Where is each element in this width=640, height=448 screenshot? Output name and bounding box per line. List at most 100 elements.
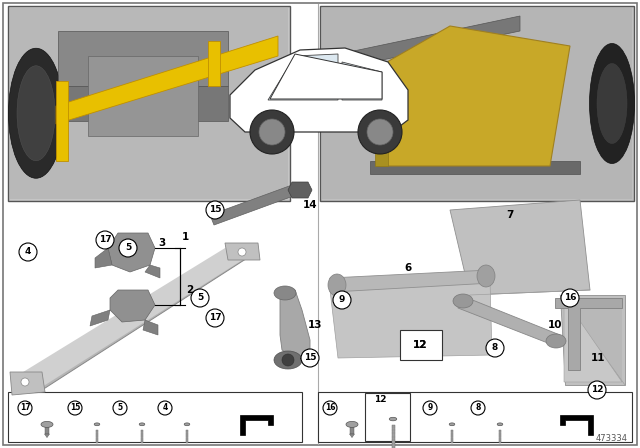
- Ellipse shape: [546, 334, 566, 348]
- Polygon shape: [564, 298, 622, 382]
- Text: 13: 13: [308, 320, 323, 330]
- FancyBboxPatch shape: [88, 56, 198, 136]
- Circle shape: [367, 119, 393, 145]
- Polygon shape: [210, 185, 296, 225]
- Text: 8: 8: [476, 404, 481, 413]
- Polygon shape: [375, 66, 388, 166]
- Circle shape: [588, 381, 606, 399]
- Polygon shape: [349, 434, 355, 438]
- Ellipse shape: [140, 423, 145, 426]
- FancyBboxPatch shape: [45, 427, 49, 434]
- Polygon shape: [458, 295, 560, 347]
- FancyBboxPatch shape: [320, 6, 634, 201]
- Text: 15: 15: [209, 206, 221, 215]
- FancyBboxPatch shape: [58, 86, 228, 121]
- Text: 17: 17: [99, 236, 111, 245]
- Ellipse shape: [453, 294, 473, 308]
- Polygon shape: [15, 245, 255, 387]
- Polygon shape: [230, 48, 408, 132]
- Text: 16: 16: [564, 293, 576, 302]
- FancyBboxPatch shape: [400, 330, 442, 360]
- Polygon shape: [555, 298, 622, 370]
- FancyBboxPatch shape: [499, 430, 501, 443]
- FancyBboxPatch shape: [141, 430, 143, 443]
- Ellipse shape: [589, 43, 634, 164]
- Polygon shape: [240, 415, 273, 435]
- Circle shape: [119, 239, 137, 257]
- Circle shape: [206, 309, 224, 327]
- Ellipse shape: [41, 422, 53, 427]
- Circle shape: [471, 401, 485, 415]
- Polygon shape: [110, 290, 155, 322]
- Text: 2: 2: [186, 285, 194, 295]
- Polygon shape: [560, 295, 625, 385]
- Ellipse shape: [184, 423, 190, 426]
- Text: 12: 12: [413, 340, 428, 350]
- Polygon shape: [268, 54, 338, 100]
- Text: 12: 12: [591, 385, 604, 395]
- Circle shape: [238, 248, 246, 256]
- Text: 17: 17: [20, 404, 30, 413]
- Polygon shape: [330, 280, 492, 358]
- FancyBboxPatch shape: [8, 392, 302, 442]
- Polygon shape: [225, 243, 260, 260]
- Polygon shape: [45, 434, 49, 438]
- Circle shape: [19, 243, 37, 261]
- Ellipse shape: [497, 423, 503, 426]
- Ellipse shape: [449, 423, 455, 426]
- Text: 10: 10: [548, 320, 563, 330]
- FancyBboxPatch shape: [96, 430, 98, 443]
- Ellipse shape: [328, 274, 346, 296]
- Text: 14: 14: [303, 200, 317, 210]
- Circle shape: [68, 401, 82, 415]
- Text: 9: 9: [428, 404, 433, 413]
- Ellipse shape: [346, 422, 358, 427]
- Text: 11: 11: [591, 353, 605, 363]
- FancyBboxPatch shape: [451, 430, 453, 443]
- Polygon shape: [56, 36, 278, 124]
- Circle shape: [561, 289, 579, 307]
- Text: 8: 8: [492, 344, 498, 353]
- Circle shape: [250, 110, 294, 154]
- Polygon shape: [90, 310, 110, 326]
- Text: 12: 12: [374, 396, 387, 405]
- FancyBboxPatch shape: [10, 8, 288, 199]
- Ellipse shape: [274, 286, 296, 300]
- Circle shape: [96, 231, 114, 249]
- Polygon shape: [208, 41, 220, 86]
- Circle shape: [323, 401, 337, 415]
- Text: 15: 15: [304, 353, 316, 362]
- Polygon shape: [15, 248, 252, 390]
- Text: 1: 1: [181, 232, 189, 242]
- Polygon shape: [143, 320, 158, 335]
- Circle shape: [113, 401, 127, 415]
- Polygon shape: [95, 248, 112, 268]
- Circle shape: [191, 289, 209, 307]
- Text: 473334: 473334: [596, 434, 628, 443]
- FancyBboxPatch shape: [58, 31, 228, 86]
- FancyBboxPatch shape: [3, 3, 637, 445]
- Ellipse shape: [17, 66, 55, 161]
- Text: 7: 7: [506, 210, 514, 220]
- FancyBboxPatch shape: [392, 426, 394, 448]
- Polygon shape: [330, 46, 520, 101]
- Ellipse shape: [477, 265, 495, 287]
- Text: 3: 3: [158, 238, 166, 248]
- FancyBboxPatch shape: [318, 392, 632, 442]
- Polygon shape: [288, 182, 312, 198]
- FancyBboxPatch shape: [350, 427, 354, 434]
- FancyBboxPatch shape: [186, 430, 188, 443]
- Polygon shape: [330, 270, 492, 292]
- FancyBboxPatch shape: [8, 6, 290, 201]
- Polygon shape: [56, 81, 68, 161]
- Polygon shape: [450, 200, 590, 295]
- Text: 17: 17: [209, 314, 221, 323]
- Circle shape: [358, 110, 402, 154]
- Circle shape: [486, 339, 504, 357]
- Polygon shape: [330, 16, 520, 71]
- Ellipse shape: [8, 48, 63, 178]
- Ellipse shape: [389, 417, 397, 421]
- Ellipse shape: [274, 351, 302, 369]
- Circle shape: [333, 291, 351, 309]
- Circle shape: [21, 378, 29, 386]
